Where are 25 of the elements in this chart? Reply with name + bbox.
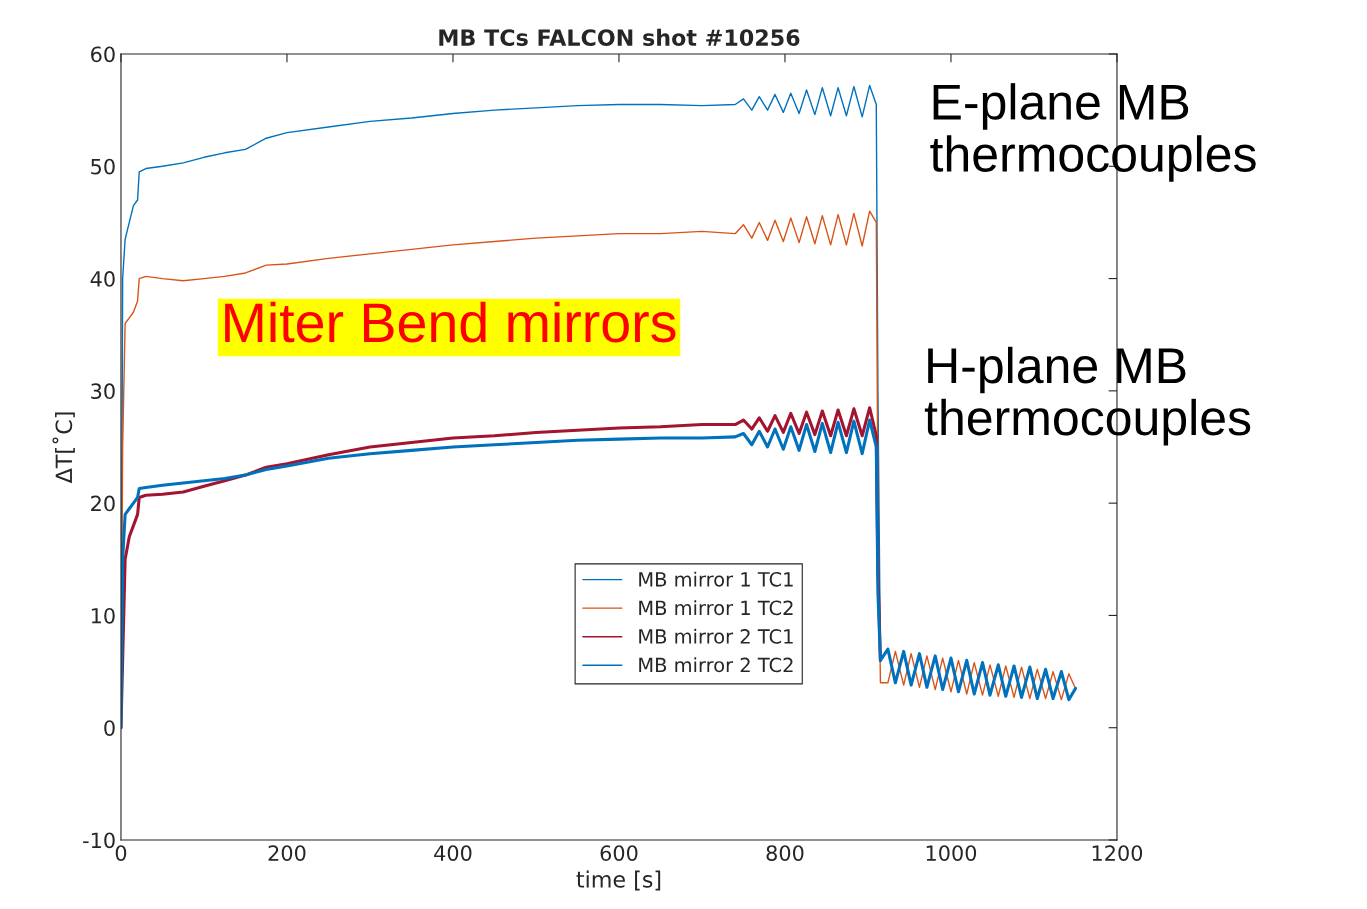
annotation: Miter Bend mirrors: [225, 301, 676, 343]
legend-label: MB mirror 1 TC1: [639, 571, 793, 587]
y-tick-label: 10: [91, 607, 115, 624]
x-tick-label: 400: [434, 845, 472, 861]
y-tick-label: 40: [90, 271, 115, 287]
y-tick-label: 60: [91, 46, 115, 63]
legend-label: MB mirror 2 TC1: [639, 628, 793, 644]
chart-title: MB TCs FALCON shot #10256: [439, 28, 800, 46]
legend-label: MB mirror 1 TC2: [639, 600, 793, 616]
x-tick-label: 1000: [926, 845, 977, 861]
annotation: E-plane MB thermocouples: [930, 83, 1256, 182]
y-tick-label: -10: [83, 832, 115, 849]
y-tick-label: 50: [91, 158, 115, 175]
x-tick-label: 1200: [1092, 845, 1143, 861]
y-tick-label: 30: [91, 383, 115, 400]
x-tick-label: 200: [268, 845, 306, 861]
y-tick-label: 20: [91, 495, 115, 512]
x-axis-title: time [s]: [576, 870, 661, 891]
x-tick-label: 600: [600, 845, 638, 861]
y-axis-title: ΔT[˚C]: [52, 412, 75, 484]
legend-label: MB mirror 2 TC2: [639, 657, 793, 673]
y-tick-label: 0: [104, 720, 115, 736]
x-tick-label: 0: [115, 845, 127, 861]
annotation: H-plane MB thermocouples: [924, 346, 1251, 446]
x-tick-label: 800: [766, 845, 804, 861]
